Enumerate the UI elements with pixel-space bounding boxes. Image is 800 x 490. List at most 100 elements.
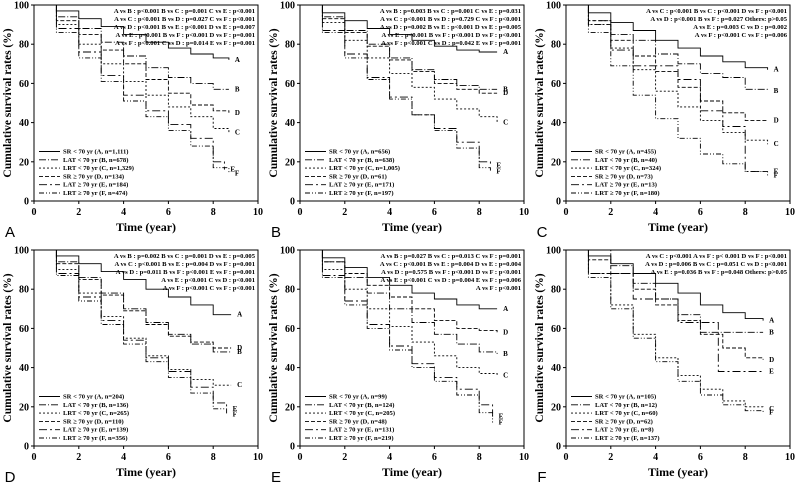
legend-entry: SR < 70 yr (A, n=204) (63, 394, 124, 401)
legend-entry: LRT < 70 yr (C, n=1,005) (329, 165, 400, 172)
y-tick-label: 0 (290, 442, 295, 453)
curve-end-label-f: F (499, 418, 503, 426)
y-tick-label: 60 (551, 324, 561, 335)
x-axis-title: Time (year) (648, 465, 708, 479)
survival-curve-b (300, 4, 498, 90)
survival-curve-e (34, 249, 228, 409)
panel-label: B (271, 224, 281, 241)
x-axis-title: Time (year) (382, 465, 442, 479)
y-tick-label: 20 (19, 157, 29, 168)
plot-frame (299, 249, 525, 447)
x-tick-label: 10 (785, 452, 795, 463)
y-tick-label: 40 (551, 118, 561, 129)
survival-curve-d (34, 249, 232, 349)
x-tick-label: 8 (477, 452, 482, 463)
survival-curve-d (300, 4, 498, 94)
y-tick-label: 40 (285, 363, 295, 374)
y-tick-label: 40 (19, 118, 29, 129)
survival-curve-c (300, 249, 498, 376)
p-value-line: A vs E : p<0.001 C vs D : p=0.004 E vs F… (380, 277, 521, 284)
p-value-line: A vs B : p<0.001 B vs C : p=0.001 C vs E… (114, 8, 255, 15)
legend-entry: LAT < 70 yr (B, n=124) (329, 402, 394, 409)
survival-curve-b (34, 249, 232, 353)
chart-svg: 0 20 40 60 80 100 0 2 4 6 8 10 Time (year) Cumulative… (268, 246, 529, 487)
p-value-line: A vs C : p<0.001 B vs D : p=0.729 C vs F… (380, 16, 521, 23)
curve-end-label-e: E (496, 162, 501, 170)
x-tick-label: 2 (608, 452, 613, 463)
plot-frame (565, 4, 791, 202)
curve-end-label-f: F (235, 170, 239, 178)
x-tick-label: 0 (32, 207, 37, 218)
legend-entry: LAT ≥ 70 yr (E, n=131) (329, 427, 394, 434)
x-tick-label: 2 (342, 452, 347, 463)
y-tick-label: 20 (551, 157, 561, 168)
plot-frame (299, 4, 525, 202)
curve-end-label-c: C (503, 371, 508, 379)
y-tick-label: 40 (551, 363, 561, 374)
x-tick-label: 0 (298, 452, 303, 463)
p-value-line: A vs B : p=0.027 B vs C : p=0.013 C vs F… (380, 253, 521, 260)
x-tick-label: 8 (211, 207, 216, 218)
y-tick-label: 0 (556, 197, 561, 208)
x-tick-label: 2 (76, 207, 81, 218)
curve-end-label-d: D (235, 109, 240, 117)
p-value-line: A vs B : p=0.003 B vs C : p=0.001 C vs E… (380, 8, 521, 15)
survival-curve-d (566, 4, 768, 122)
y-tick-label: 100 (546, 246, 561, 257)
p-value-line: A vs D : p<0.001 B vs F : p=0.027 Others… (650, 16, 787, 23)
x-axis-title: Time (year) (116, 220, 176, 234)
y-tick-label: 80 (19, 40, 29, 51)
curve-end-label-f: F (774, 172, 778, 180)
legend-entry: LRT < 70 yr (C, n=205) (329, 410, 395, 417)
y-tick-label: 40 (285, 118, 295, 129)
panel-label: D (5, 469, 16, 486)
survival-panel-e: 0 20 40 60 80 100 0 2 4 6 8 10 Time (year) Cumulative… (266, 245, 532, 490)
legend-entry: SR < 70 yr (A, n=99) (329, 394, 387, 401)
curve-end-label-b: B (503, 85, 508, 93)
survival-curve-d (300, 249, 498, 333)
p-value-line: A vs C : p<0.001 A vs F : p< 0.001 D vs … (646, 253, 787, 260)
legend-entry: LAT ≥ 70 yr (E, n=139) (63, 427, 128, 434)
x-tick-label: 4 (387, 207, 392, 218)
legend-entry: LRT ≥ 70 yr (F, n=137) (595, 435, 660, 442)
plot-frame (33, 4, 259, 202)
survival-curve-a (300, 249, 498, 310)
chart-svg: 0 20 40 60 80 100 0 2 4 6 8 10 Time (year) Cumulative… (268, 1, 529, 242)
survival-curve-e (300, 4, 491, 166)
curve-end-label-f: F (233, 411, 237, 419)
y-tick-label: 20 (19, 402, 29, 413)
x-tick-label: 10 (785, 207, 795, 218)
survival-curve-f (34, 249, 228, 415)
curve-end-label-a: A (774, 66, 779, 74)
y-tick-label: 100 (280, 246, 295, 257)
curve-end-label-b: B (237, 348, 242, 356)
survival-curve-a (300, 4, 498, 53)
curve-end-label-a: A (503, 48, 508, 56)
curve-end-label-a: A (235, 56, 240, 64)
y-tick-label: 80 (285, 285, 295, 296)
legend-entry: SR < 70 yr (A, n=105) (595, 394, 656, 401)
legend-entry: SR ≥ 70 yr (D, n=110) (63, 418, 124, 425)
x-axis-title: Time (year) (382, 220, 442, 234)
y-axis-title: Cumulative survival rates (%) (2, 28, 14, 177)
x-tick-label: 6 (698, 452, 703, 463)
legend-entry: LAT ≥ 70 yr (E, n=8) (595, 427, 654, 434)
curve-end-label-b: B (769, 328, 774, 336)
survival-curve-b (34, 4, 229, 90)
x-tick-label: 6 (432, 207, 437, 218)
legend-entry: LRT < 70 yr (C, n=60) (595, 410, 658, 417)
y-tick-label: 0 (24, 197, 29, 208)
p-value-line: A vs D : p<0.001 B vs E : p<0.001 D vs E… (114, 24, 256, 31)
x-axis-title: Time (year) (116, 465, 176, 479)
survival-curve-d (566, 249, 764, 360)
curve-end-label-c: C (235, 128, 240, 136)
p-value-line: A vs E : p<0.001 C vs D : p<0.001 (161, 277, 255, 284)
x-tick-label: 0 (298, 207, 303, 218)
p-value-line: A vs D : p=0.002 B vs E : p<0.001 D vs E… (380, 24, 522, 31)
x-axis-title: Time (year) (648, 220, 708, 234)
y-tick-label: 0 (24, 442, 29, 453)
legend-entry: LAT ≥ 70 yr (E, n=171) (329, 182, 394, 189)
legend-entry: LAT < 70 yr (B, n=678) (63, 157, 128, 164)
curve-end-label-c: C (503, 119, 508, 127)
